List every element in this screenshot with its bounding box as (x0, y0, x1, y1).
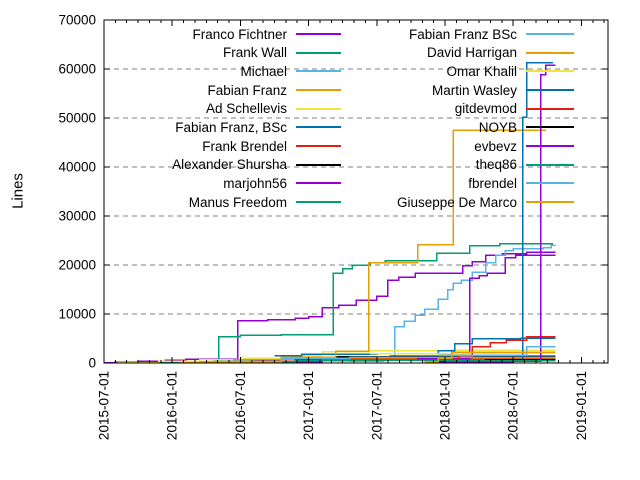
legend-entry-david-harrigan: David Harrigan (427, 44, 574, 62)
legend-color-sample (526, 107, 574, 110)
legend-label: marjohn56 (223, 175, 287, 191)
x-tick-label: 2018-01-01 (438, 371, 453, 440)
legend-color-sample (296, 182, 341, 185)
series-line-omar-khalil (370, 352, 556, 355)
legend-label: gitdevmod (454, 101, 517, 117)
series-line-david-harrigan (199, 129, 546, 363)
legend-label: Ad Schellevis (205, 101, 287, 117)
legend-color-sample (296, 107, 341, 110)
legend-entry-michael: Michael (240, 62, 341, 80)
legend-color-sample (526, 89, 574, 91)
legend-entry-noyb: NOYB (479, 118, 574, 136)
legend-label: Michael (240, 63, 287, 79)
legend-color-sample (526, 145, 574, 148)
y-tick-label: 50000 (58, 111, 96, 126)
legend-color-sample (526, 51, 574, 54)
legend-color-sample (526, 126, 574, 129)
legend-color-sample (296, 51, 341, 54)
legend-entry-fbrendel: fbrendel (468, 174, 574, 192)
legend-entry-franco-fichtner: Franco Fichtner (192, 25, 341, 43)
legend-entry-omar-khalil: Omar Khalil (446, 62, 574, 80)
legend-entry-martin-wasley: Martin Wasley (432, 81, 574, 99)
y-axis-title: Lines (9, 173, 27, 209)
legend-color-sample (526, 182, 574, 185)
y-tick-label: 10000 (58, 307, 96, 322)
legend-label: Giuseppe De Marco (396, 194, 517, 210)
legend-entry-giuseppe-de-marco: Giuseppe De Marco (397, 193, 574, 211)
legend-color-sample (296, 126, 341, 129)
x-tick-label: 2017-07-01 (369, 371, 384, 440)
legend-label: Franco Fichtner (192, 26, 287, 42)
legend-entry-fabian-franz-bsc: Fabian Franz BSc (409, 25, 574, 43)
legend-color-sample (296, 201, 341, 204)
y-tick-label: 0 (88, 356, 96, 371)
legend-entry-frank-brendel: Frank Brendel (202, 137, 341, 155)
x-tick-label: 2015-07-01 (97, 371, 112, 440)
x-tick-label: 2016-01-01 (165, 371, 180, 440)
legend-label: Fabian Franz, BSc (175, 119, 287, 135)
legend-color-sample (296, 33, 341, 35)
legend-label: Fabian Franz BSc (408, 26, 517, 42)
legend-label: theq86 (475, 157, 517, 173)
y-tick-label: 60000 (58, 62, 96, 77)
legend-color-sample (296, 89, 341, 91)
legend-color-sample (296, 145, 341, 148)
y-tick-label: 70000 (58, 13, 96, 28)
legend-entry-evbevz: evbevz (474, 137, 574, 155)
legend-color-sample (296, 70, 341, 73)
legend-color-sample (526, 33, 574, 35)
legend-label: evbevz (474, 138, 517, 154)
legend-entry-fabian-franz-bsc: Fabian Franz, BSc (175, 118, 341, 136)
legend-color-sample (296, 163, 341, 166)
legend-color-sample (526, 163, 574, 166)
series-line-fabian-franz-bsc (274, 337, 556, 357)
legend-entry-gitdevmod: gitdevmod (455, 100, 574, 118)
axes (103, 19, 609, 364)
legend-label: fbrendel (468, 175, 517, 191)
series-line-fbrendel (438, 346, 556, 356)
legend-label: NOYB (478, 119, 517, 135)
x-tick-label: 2019-01-01 (574, 371, 589, 440)
y-tick-label: 30000 (58, 209, 96, 224)
tick-labels: 0 10000 20000 30000 40000 50000 60000 70000 2015… (58, 13, 588, 441)
legend-label: Alexander Shursha (172, 157, 287, 173)
legend-entry-alexander-shursha: Alexander Shursha (172, 156, 341, 174)
legend-entry-fabian-franz: Fabian Franz (207, 81, 341, 99)
legend-entry-ad-schellevis: Ad Schellevis (206, 100, 341, 118)
legend-label: Fabian Franz (207, 82, 287, 98)
legend-label: Frank Brendel (202, 138, 287, 154)
x-tick-label: 2016-07-01 (233, 371, 248, 440)
x-tick-label: 2017-01-01 (301, 371, 316, 440)
series-lines (104, 61, 556, 364)
y-tick-label: 20000 (58, 258, 96, 273)
legend-entry-manus-freedom: Manus Freedom (189, 193, 341, 211)
legend-entry-theq86: theq86 (476, 156, 574, 174)
legend-label: David Harrigan (426, 45, 517, 61)
series-line-frank-wall (144, 243, 553, 364)
legend-color-sample (526, 201, 574, 204)
series-line-gitdevmod (438, 335, 556, 361)
plot-border (103, 19, 609, 364)
legend-label: Frank Wall (222, 45, 287, 61)
legend-entry-marjohn56: marjohn56 (223, 174, 341, 192)
legend-color-sample (526, 70, 574, 73)
x-tick-label: 2018-07-01 (506, 371, 521, 440)
series-line-manus-freedom (226, 359, 556, 363)
legend-label: Omar Khalil (446, 63, 517, 79)
legend-label: Manus Freedom (188, 194, 287, 210)
y-tick-label: 40000 (58, 160, 96, 175)
series-line-michael (349, 244, 556, 362)
legend-label: Martin Wasley (431, 82, 517, 98)
legend-entry-frank-wall: Frank Wall (223, 44, 341, 62)
